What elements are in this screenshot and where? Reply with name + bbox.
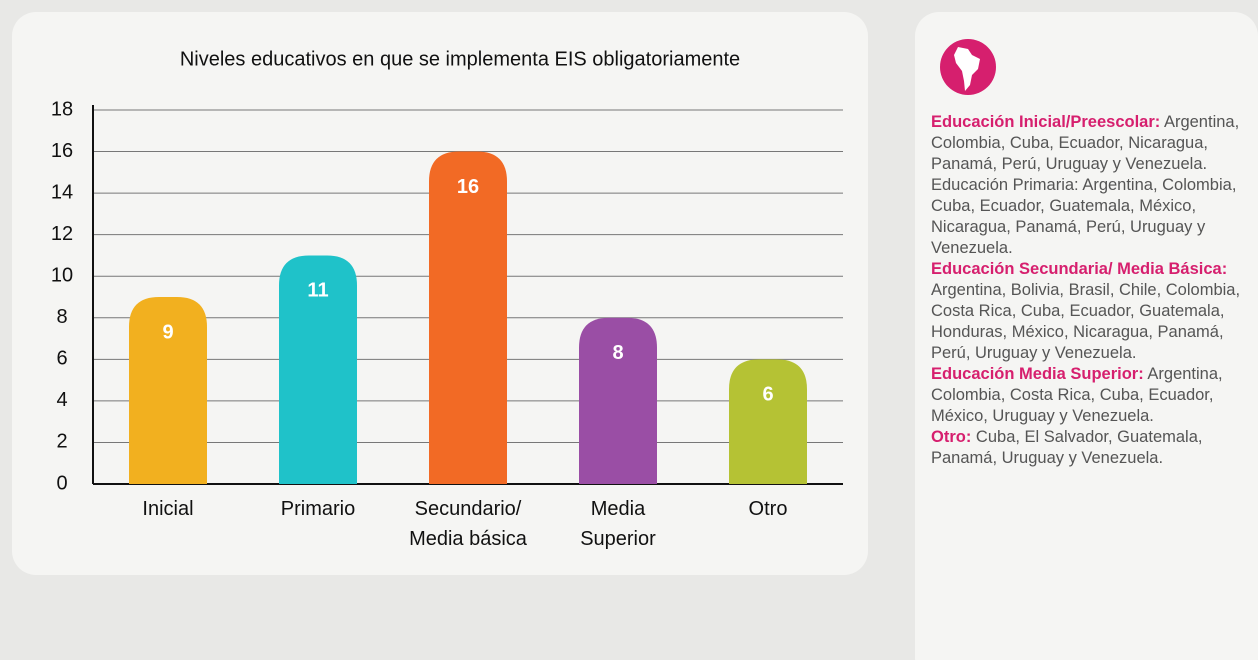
- panel-text: Cuba, El Salvador, Guatemala, Panamá, Ur…: [931, 428, 1203, 467]
- y-tick-label: 8: [56, 306, 67, 328]
- panel-heading: Educación Inicial/Preescolar:: [931, 113, 1161, 131]
- y-tick-label: 10: [51, 265, 73, 287]
- x-tick-label: Primario: [280, 498, 356, 520]
- y-tick-label: 12: [51, 223, 73, 245]
- value-label: 16: [457, 176, 479, 198]
- side-panel: Educación Inicial/Preescolar: Argentina,…: [915, 12, 1258, 660]
- y-tick-label: 14: [51, 181, 73, 203]
- value-label: 6: [762, 384, 773, 406]
- map-icon: [940, 39, 996, 95]
- x-tick-label: Secundario/ Media básica: [409, 498, 527, 550]
- bar: [579, 317, 657, 484]
- bar: [729, 359, 807, 484]
- y-tick-label: 4: [56, 389, 67, 411]
- bar: [279, 255, 357, 484]
- value-label: 11: [307, 280, 328, 302]
- y-tick-label: 2: [56, 431, 67, 453]
- value-label: 8: [612, 342, 623, 364]
- y-tick-label: 0: [56, 472, 67, 494]
- panel-text: Argentina, Colombia, Cuba, Ecuador, Nica…: [931, 113, 1240, 257]
- value-label: 9: [162, 321, 173, 343]
- x-tick-label: Otro: [748, 498, 788, 520]
- y-tick-label: 16: [51, 140, 73, 162]
- panel-text: Argentina, Bolivia, Brasil, Chile, Colom…: [931, 281, 1241, 362]
- panel-heading: Educación Secundaria/ Media Básica:: [931, 260, 1228, 278]
- panel-text: Argentina, Colombia, Costa Rica, Cuba, E…: [931, 365, 1223, 425]
- y-tick-label: 6: [56, 348, 67, 370]
- panel-heading: Otro:: [931, 428, 972, 446]
- x-tick-label: Media Superior: [580, 498, 656, 550]
- chart-title: Niveles educativos en que se implementa …: [180, 48, 740, 70]
- chart: Niveles educativos en que se implementa …: [51, 48, 843, 494]
- x-tick-label: Inicial: [142, 498, 194, 520]
- y-tick-label: 18: [51, 98, 73, 120]
- panel-text: Educación Inicial/Preescolar: Argentina,…: [931, 112, 1241, 469]
- bar: [129, 297, 207, 484]
- bar: [429, 151, 507, 485]
- panel-heading: Educación Media Superior:: [931, 365, 1144, 383]
